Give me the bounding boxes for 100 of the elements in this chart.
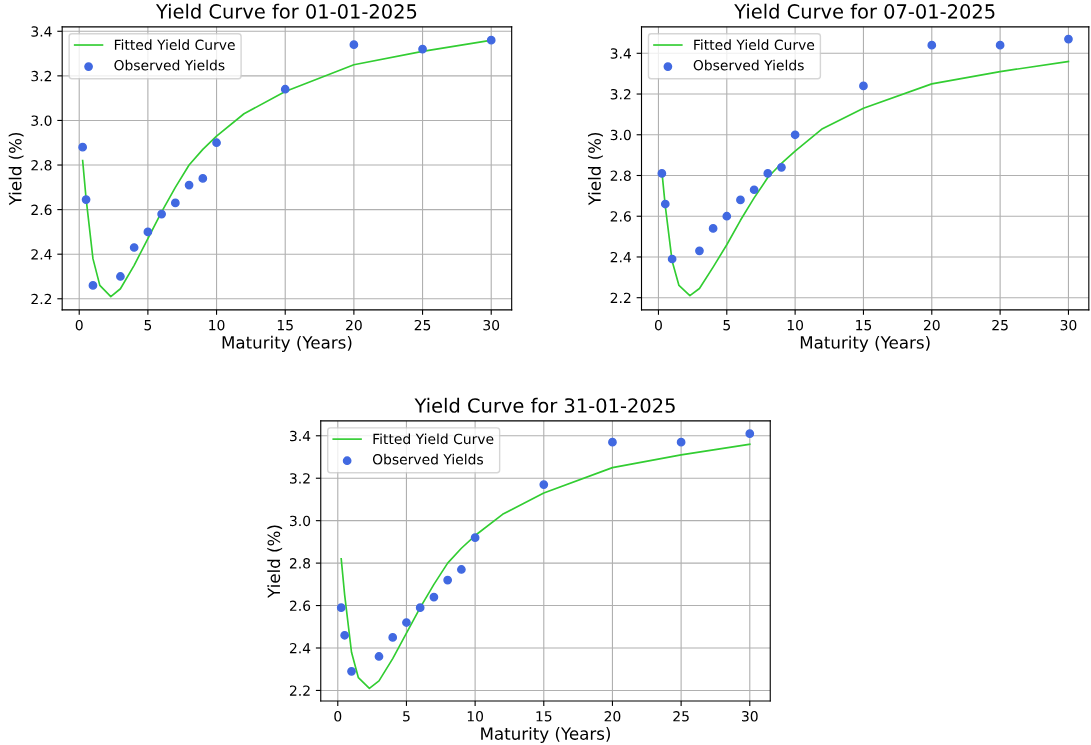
point <box>212 138 221 148</box>
y-tick-label: 3.4 <box>290 430 311 442</box>
x-tick-label: 0 <box>334 711 342 722</box>
point <box>184 180 194 190</box>
y-tick-label: 2.2 <box>289 685 310 696</box>
point <box>157 209 166 219</box>
x-tick-label: 30 <box>483 319 500 331</box>
x-tick-label: 25 <box>414 319 431 331</box>
x-tick-label: 5 <box>144 320 152 331</box>
x-tick-label: 0 <box>75 319 83 331</box>
y-tick-label: 2.8 <box>289 558 311 569</box>
point <box>170 198 180 208</box>
point <box>336 603 346 613</box>
y-tick-label: 2.6 <box>289 600 311 612</box>
y-tick-label: 2.4 <box>31 249 52 260</box>
point <box>470 533 480 543</box>
x-tick-label: 10 <box>209 319 225 331</box>
y-tick-label: 3.0 <box>31 115 52 126</box>
point <box>859 81 868 91</box>
point <box>415 603 425 613</box>
y-tick-label: 2.8 <box>31 159 52 171</box>
x-tick-label: 5 <box>403 711 410 722</box>
y-tick-label: 2.4 <box>610 251 632 263</box>
point <box>418 44 427 54</box>
y-axis-title: Yield (%) <box>8 132 24 206</box>
y-tick-label: 3.0 <box>290 515 311 527</box>
point <box>790 130 800 140</box>
point <box>745 429 755 439</box>
x-tick-label: 10 <box>467 711 484 722</box>
point <box>340 630 350 640</box>
point <box>777 162 786 172</box>
point <box>143 227 153 237</box>
point <box>198 174 208 183</box>
point <box>116 272 125 281</box>
y-tick-label: 3.0 <box>610 129 631 141</box>
point <box>660 199 670 209</box>
legend-label: Fitted Yield Curve <box>114 39 235 51</box>
y-tick-label: 2.6 <box>31 204 52 216</box>
point <box>927 40 937 50</box>
point <box>1064 34 1073 44</box>
point <box>78 142 88 152</box>
x-axis-title: Maturity (Years) <box>481 726 610 744</box>
y-tick-label: 2.2 <box>31 293 52 305</box>
point <box>457 565 466 574</box>
chart-title: Yield Curve for 07-01-2025 <box>734 3 995 19</box>
legend-label: Observed Yields <box>114 59 225 71</box>
x-tick-label: 20 <box>604 711 621 722</box>
point <box>349 40 359 50</box>
point <box>763 169 773 178</box>
y-tick-label: 3.4 <box>31 26 52 37</box>
legend-label: Fitted Yield Curve <box>373 433 494 445</box>
x-tick-label: 30 <box>742 711 758 722</box>
point <box>995 40 1005 50</box>
point <box>608 437 617 447</box>
point <box>129 243 139 252</box>
point <box>429 592 439 602</box>
point <box>443 575 453 585</box>
y-tick-label: 2.2 <box>610 292 631 303</box>
point <box>695 246 704 256</box>
chart-title: Yield Curve for 01-01-2025 <box>155 3 417 19</box>
x-tick-label: 5 <box>723 320 730 331</box>
x-tick-label: 30 <box>1060 319 1077 331</box>
point <box>667 254 677 264</box>
y-tick-label: 2.6 <box>610 211 631 222</box>
legend-label: Fitted Yield Curve <box>694 39 815 51</box>
point <box>676 437 686 447</box>
y-tick-label: 2.8 <box>610 170 631 181</box>
x-tick-label: 15 <box>536 711 552 722</box>
point <box>374 652 384 661</box>
x-tick-label: 10 <box>787 319 804 331</box>
point <box>539 480 549 489</box>
line-series <box>340 443 751 690</box>
legend-label: Observed Yields <box>372 453 483 465</box>
x-tick-label: 0 <box>654 319 662 331</box>
point <box>722 211 732 221</box>
point <box>280 84 290 94</box>
x-tick-label: 15 <box>277 320 293 331</box>
y-tick-label: 2.4 <box>289 642 311 654</box>
x-tick-label: 20 <box>923 319 940 331</box>
x-tick-label: 20 <box>346 319 362 331</box>
point <box>81 195 91 204</box>
point <box>708 224 718 233</box>
point <box>736 195 745 205</box>
y-tick-label: 3.2 <box>290 473 310 484</box>
x-tick-label: 15 <box>856 320 872 331</box>
x-axis-title: Maturity (Years) <box>222 335 352 352</box>
legend-label: Observed Yields <box>693 59 804 71</box>
y-axis-title: Yield (%) <box>267 525 283 598</box>
point <box>347 666 356 676</box>
chart-title: Yield Curve for 31-01-2025 <box>414 397 675 413</box>
point <box>88 281 98 290</box>
point <box>402 618 411 627</box>
y-axis-title: Yield (%) <box>588 132 603 206</box>
point <box>657 169 667 178</box>
y-tick-label: 3.4 <box>610 48 632 59</box>
x-tick-label: 25 <box>673 711 689 722</box>
y-tick-label: 3.2 <box>31 70 52 82</box>
point <box>388 633 398 642</box>
x-tick-label: 25 <box>992 319 1008 331</box>
point <box>749 185 759 195</box>
